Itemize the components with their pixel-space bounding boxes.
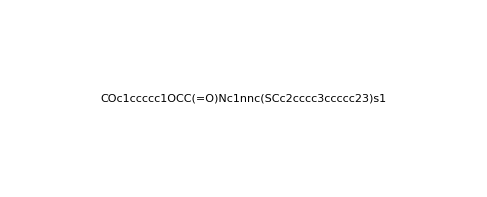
Text: COc1ccccc1OCC(=O)Nc1nnc(SCc2cccc3ccccc23)s1: COc1ccccc1OCC(=O)Nc1nnc(SCc2cccc3ccccc23…	[100, 94, 387, 103]
